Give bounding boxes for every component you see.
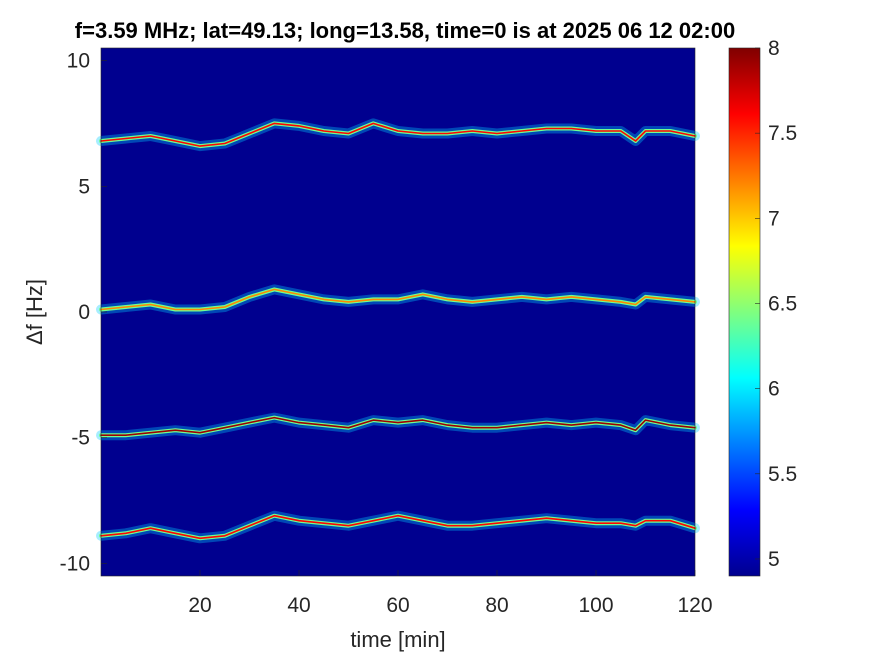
y-axis-label: Δf [Hz]: [22, 279, 47, 345]
x-tick-label: 80: [485, 594, 508, 617]
colorbar-tick-label: 5.5: [768, 463, 797, 486]
trace-core-4: [100, 514, 696, 540]
x-tick-label: 100: [578, 594, 613, 617]
chart-title: f=3.59 MHz; lat=49.13; long=13.58, time=…: [75, 18, 735, 43]
plot-area: [96, 47, 700, 577]
y-tick-label: 0: [78, 301, 90, 324]
colorbar-tick-label: 6.5: [768, 292, 797, 315]
x-tick-label: 120: [677, 594, 712, 617]
x-axis-ticks: 20 40 60 80 100 120: [188, 570, 713, 617]
y-tick-label: 5: [78, 175, 90, 198]
y-tick-label: -10: [60, 552, 90, 575]
y-axis-ticks: 10 5 0 -5 -10: [60, 50, 107, 575]
colorbar-tick-label: 5: [768, 548, 780, 571]
trace-core-3: [100, 416, 696, 437]
doppler-traces: [96, 118, 700, 544]
y-tick-label: -5: [71, 427, 90, 450]
x-tick-label: 40: [287, 594, 310, 617]
colorbar-gradient: [728, 47, 761, 577]
trace-core-2: [100, 288, 696, 311]
y-tick-label: 10: [67, 50, 90, 73]
colorbar-tick-label: 8: [768, 37, 780, 60]
colorbar-tick-label: 6: [768, 378, 780, 401]
colorbar-tick-label: 7.5: [768, 122, 797, 145]
x-axis-label: time [min]: [350, 627, 445, 652]
x-tick-label: 60: [386, 594, 409, 617]
plot-background: [101, 48, 695, 576]
trace-core-1: [100, 122, 696, 147]
x-tick-label: 20: [188, 594, 211, 617]
colorbar: 8 7.5 7 6.5 6 5.5 5: [728, 37, 797, 577]
colorbar-ticks: 8 7.5 7 6.5 6 5.5 5: [755, 37, 797, 571]
colorbar-tick-label: 7: [768, 207, 780, 230]
